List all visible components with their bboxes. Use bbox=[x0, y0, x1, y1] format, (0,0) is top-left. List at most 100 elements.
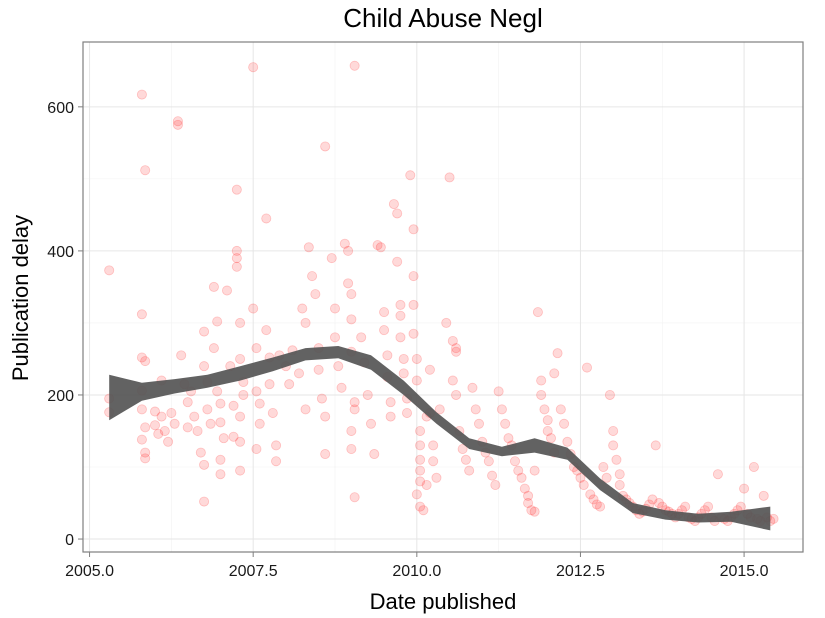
data-point bbox=[248, 62, 259, 73]
data-point bbox=[415, 454, 426, 465]
data-point bbox=[215, 454, 226, 465]
data-point bbox=[451, 346, 462, 357]
data-point bbox=[369, 449, 380, 460]
data-point bbox=[346, 314, 357, 325]
data-point bbox=[329, 332, 340, 343]
data-point bbox=[680, 501, 691, 512]
data-point bbox=[372, 240, 383, 251]
data-point bbox=[140, 422, 151, 433]
data-point bbox=[182, 397, 193, 408]
data-point bbox=[208, 343, 219, 354]
data-point bbox=[542, 415, 553, 426]
data-points bbox=[104, 60, 779, 527]
data-point bbox=[604, 389, 615, 400]
data-point bbox=[650, 440, 661, 451]
data-point bbox=[166, 407, 177, 418]
data-point bbox=[559, 418, 570, 429]
data-point bbox=[248, 303, 259, 314]
x-tick-label: 2007.5 bbox=[229, 563, 278, 580]
data-point bbox=[346, 443, 357, 454]
data-point bbox=[421, 480, 432, 491]
data-point bbox=[546, 433, 557, 444]
data-point bbox=[401, 407, 412, 418]
data-point bbox=[523, 498, 534, 509]
data-point bbox=[415, 476, 426, 487]
data-point bbox=[712, 469, 723, 480]
data-point bbox=[441, 317, 452, 328]
data-point bbox=[254, 398, 265, 409]
data-point bbox=[428, 440, 439, 451]
data-point bbox=[457, 443, 468, 454]
data-point bbox=[238, 389, 249, 400]
data-point bbox=[271, 456, 282, 467]
data-point bbox=[408, 271, 419, 282]
data-point bbox=[320, 411, 331, 422]
data-point bbox=[149, 406, 160, 417]
data-point bbox=[199, 326, 210, 337]
data-point bbox=[231, 261, 242, 272]
data-point bbox=[356, 332, 367, 343]
data-point bbox=[176, 350, 187, 361]
data-point bbox=[411, 353, 422, 364]
data-point bbox=[398, 353, 409, 364]
data-point bbox=[199, 459, 210, 470]
data-point bbox=[215, 469, 226, 480]
data-point bbox=[349, 397, 360, 408]
data-point bbox=[349, 492, 360, 503]
data-point bbox=[271, 440, 282, 451]
data-point bbox=[585, 489, 596, 500]
data-point bbox=[208, 281, 219, 292]
data-point bbox=[460, 454, 471, 465]
data-point bbox=[395, 332, 406, 343]
data-point bbox=[264, 379, 275, 390]
data-point bbox=[418, 505, 429, 516]
data-point bbox=[536, 389, 547, 400]
data-point bbox=[235, 353, 246, 364]
data-point bbox=[251, 443, 262, 454]
data-point bbox=[703, 501, 714, 512]
data-point bbox=[408, 224, 419, 235]
data-point bbox=[205, 418, 216, 429]
data-point bbox=[608, 425, 619, 436]
data-point bbox=[408, 299, 419, 310]
data-point bbox=[215, 417, 226, 428]
data-point bbox=[136, 352, 147, 363]
data-point bbox=[316, 393, 327, 404]
data-point bbox=[503, 433, 514, 444]
data-point bbox=[313, 364, 324, 375]
data-point bbox=[388, 199, 399, 210]
data-point bbox=[218, 433, 229, 444]
y-tick-label: 400 bbox=[47, 244, 74, 261]
data-point bbox=[415, 440, 426, 451]
data-point bbox=[385, 411, 396, 422]
data-point bbox=[411, 375, 422, 386]
data-point bbox=[192, 425, 203, 436]
data-point bbox=[251, 386, 262, 397]
data-point bbox=[614, 480, 625, 491]
data-point bbox=[153, 428, 164, 439]
data-point bbox=[758, 490, 769, 501]
data-point bbox=[405, 170, 416, 181]
data-point bbox=[136, 434, 147, 445]
y-tick-label: 600 bbox=[47, 100, 74, 117]
data-point bbox=[509, 456, 520, 467]
data-point bbox=[156, 411, 167, 422]
data-point bbox=[529, 506, 540, 517]
plot-panel-border bbox=[82, 41, 804, 553]
data-point bbox=[297, 303, 308, 314]
data-point bbox=[346, 289, 357, 300]
data-point bbox=[415, 465, 426, 476]
data-point bbox=[362, 389, 373, 400]
data-point bbox=[326, 253, 337, 264]
data-point bbox=[614, 469, 625, 480]
data-point bbox=[375, 242, 386, 253]
data-point bbox=[470, 404, 481, 415]
data-point bbox=[140, 447, 151, 458]
data-point bbox=[395, 310, 406, 321]
y-tick-label: 0 bbox=[65, 532, 74, 549]
data-point bbox=[140, 453, 151, 464]
data-point bbox=[343, 278, 354, 289]
data-point bbox=[601, 472, 612, 483]
data-point bbox=[598, 461, 609, 472]
data-point bbox=[235, 411, 246, 422]
